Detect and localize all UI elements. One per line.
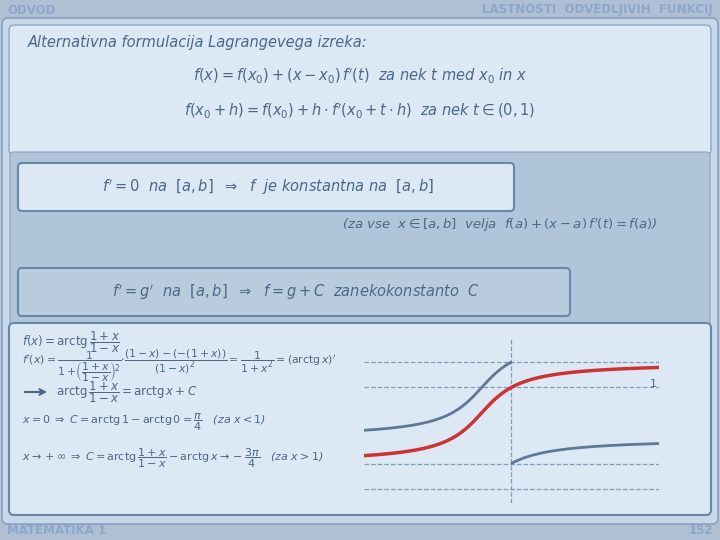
Text: 1: 1: [650, 379, 657, 389]
Text: $x \to +\infty \;\Rightarrow\; C = \mathrm{arctg}\,\dfrac{1+x}{1-x} - \mathrm{ar: $x \to +\infty \;\Rightarrow\; C = \math…: [22, 446, 323, 470]
Text: Alternativna formulacija Lagrangevega izreka:: Alternativna formulacija Lagrangevega iz…: [28, 35, 368, 50]
Text: $\mathrm{arctg}\,\dfrac{1+x}{1-x} = \mathrm{arctg}\,x + C$: $\mathrm{arctg}\,\dfrac{1+x}{1-x} = \mat…: [56, 379, 197, 405]
Text: $f'(x) = \dfrac{1}{1+\!\left(\dfrac{1+x}{1-x}\right)^{\!2}}$$\cdot\dfrac{(1-x)-(: $f'(x) = \dfrac{1}{1+\!\left(\dfrac{1+x}…: [22, 348, 336, 384]
Text: (za vse  $x \in [a,b]$  velja  $f(a) + (x-a)\,f'(t) = f(a)$): (za vse $x \in [a,b]$ velja $f(a) + (x-a…: [342, 216, 658, 234]
Text: $f(x) = \mathrm{arctg}\,\dfrac{1+x}{1-x}$: $f(x) = \mathrm{arctg}\,\dfrac{1+x}{1-x}…: [22, 329, 120, 355]
Text: LASTNOSTI  ODVEDLJIVIH  FUNKCIJ: LASTNOSTI ODVEDLJIVIH FUNKCIJ: [482, 3, 713, 17]
FancyBboxPatch shape: [2, 18, 718, 524]
Text: $x = 0 \;\Rightarrow\; C = \mathrm{arctg}\,1 - \mathrm{arctg}\,0 = \dfrac{\pi}{4: $x = 0 \;\Rightarrow\; C = \mathrm{arctg…: [22, 411, 266, 433]
FancyBboxPatch shape: [9, 323, 711, 515]
Text: $f(x_0 + h) = f(x_0) + h \cdot f'(x_0 + t \cdot h)$  za nek $t \in (0,1)$: $f(x_0 + h) = f(x_0) + h \cdot f'(x_0 + …: [184, 100, 536, 119]
Text: $f(x) = f(x_0) + (x - x_0)\,f'(t)$  za nek $t$ med $x_0$ in $x$: $f(x) = f(x_0) + (x - x_0)\,f'(t)$ za ne…: [193, 65, 527, 84]
FancyBboxPatch shape: [18, 163, 514, 211]
FancyBboxPatch shape: [9, 25, 711, 155]
FancyBboxPatch shape: [18, 268, 570, 316]
FancyBboxPatch shape: [0, 520, 720, 540]
Text: 152: 152: [688, 523, 713, 537]
Text: ODVOD: ODVOD: [7, 3, 55, 17]
Text: MATEMATIKA 1: MATEMATIKA 1: [7, 523, 106, 537]
FancyBboxPatch shape: [0, 0, 720, 20]
Text: $f' = g'$  na  $[a,b]$  $\Rightarrow$  $f = g + C$  zanekokonstanto  $C$: $f' = g'$ na $[a,b]$ $\Rightarrow$ $f = …: [112, 282, 480, 302]
Text: $f' = 0$  na  $[a,b]$  $\Rightarrow$  $f$  je konstantna na  $[a,b]$: $f' = 0$ na $[a,b]$ $\Rightarrow$ $f$ je…: [102, 177, 434, 197]
FancyBboxPatch shape: [10, 152, 710, 326]
